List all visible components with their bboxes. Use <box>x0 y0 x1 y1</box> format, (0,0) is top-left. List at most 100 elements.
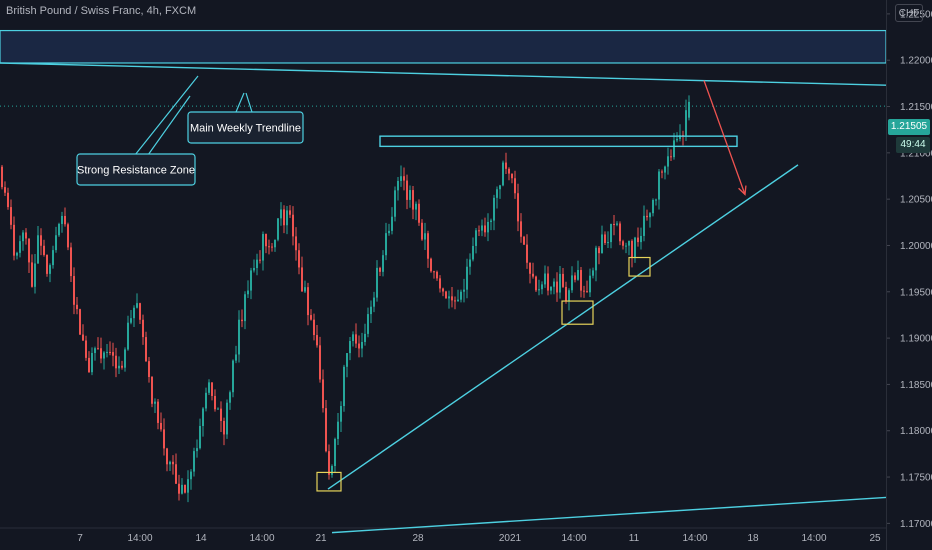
candle-body <box>685 110 687 136</box>
candle-body <box>466 266 468 290</box>
candle-body <box>247 290 249 295</box>
candle-body <box>550 286 552 291</box>
candle-body <box>508 168 510 174</box>
candle-body <box>199 426 201 449</box>
candle-body <box>157 401 159 423</box>
y-tick-label: 1.22500 <box>900 9 932 20</box>
candle-body <box>169 461 171 465</box>
candle-body <box>634 237 636 258</box>
resistance-zone-callout-label: Strong Resistance Zone <box>77 165 195 177</box>
candle-body <box>7 192 9 208</box>
candle-body <box>139 303 141 320</box>
candle-body <box>265 233 267 247</box>
candle-body <box>13 224 15 256</box>
candle-body <box>589 275 591 293</box>
candle-body <box>487 221 489 233</box>
candle-body <box>343 366 345 407</box>
candle-body <box>10 207 12 225</box>
candle-body <box>22 232 24 242</box>
candle-body <box>61 215 63 224</box>
candle-body <box>430 258 432 272</box>
candle-body <box>658 171 660 200</box>
candle-body <box>91 352 93 373</box>
candle-body <box>25 232 27 239</box>
x-tick-label: 21 <box>315 533 327 544</box>
candle-body <box>187 479 189 493</box>
candle-body <box>286 210 288 226</box>
candle-body <box>106 351 108 353</box>
candle-body <box>427 233 429 259</box>
candle-body <box>301 267 303 292</box>
candle-body <box>70 247 72 277</box>
candle-body <box>124 349 126 368</box>
candle-body <box>574 275 576 280</box>
weekly-trendline-callout-label: Main Weekly Trendline <box>190 123 301 135</box>
candle-body <box>595 247 597 271</box>
candle-body <box>598 247 600 254</box>
candle-body <box>517 193 519 222</box>
currency-button[interactable]: CHF <box>895 4 923 22</box>
candle-body <box>523 236 525 245</box>
candle-body <box>529 262 531 274</box>
candle-body <box>223 420 225 435</box>
candle-body <box>415 203 417 210</box>
candle-body <box>322 379 324 409</box>
candle-body <box>151 376 153 404</box>
candle-body <box>28 238 30 263</box>
candle-body <box>55 235 57 251</box>
resistance-callout-pointer <box>147 95 191 156</box>
x-tick-label: 14:00 <box>801 533 826 544</box>
candle-body <box>547 273 549 291</box>
swing-low-highlight-box <box>628 256 651 277</box>
candle-body <box>349 341 351 354</box>
candle-body <box>253 268 255 271</box>
candle-body <box>304 287 306 292</box>
candle-body <box>175 464 177 484</box>
candle-body <box>688 101 690 118</box>
candle-body <box>274 239 276 248</box>
candle-body <box>583 290 585 292</box>
resistance-zone-callout-box <box>76 153 196 186</box>
candle-body <box>481 225 483 231</box>
candle-body <box>58 223 60 236</box>
x-tick-label: 11 <box>629 533 640 544</box>
candle-body <box>478 230 480 232</box>
candle-body <box>532 273 534 277</box>
candle-body <box>325 408 327 452</box>
symbol-title[interactable]: British Pound / Swiss Franc, 4h, FXCM <box>6 5 197 17</box>
candle-body <box>409 190 411 200</box>
x-tick-label: 2021 <box>499 533 522 544</box>
x-tick-label: 14:00 <box>127 533 152 544</box>
candle-body <box>154 401 156 404</box>
candle-body <box>142 319 144 338</box>
candle-body <box>19 241 21 253</box>
candle-body <box>592 270 594 276</box>
candle-body <box>565 286 567 301</box>
candle-body <box>379 267 381 272</box>
candle-body <box>49 265 51 274</box>
candle-body <box>676 138 678 141</box>
candle-body <box>463 289 465 292</box>
candle-body <box>403 176 405 181</box>
candle-body <box>313 319 315 336</box>
candle-body <box>475 230 477 246</box>
candle-body <box>355 334 357 344</box>
candle-body <box>136 303 138 308</box>
x-tick-label: 28 <box>412 533 424 544</box>
candle-body <box>544 273 546 285</box>
x-tick-label: 14:00 <box>561 533 586 544</box>
candle-body <box>571 275 573 291</box>
candle-body <box>256 259 258 269</box>
candle-body <box>559 273 561 293</box>
candle-body <box>79 309 81 335</box>
candle-body <box>520 221 522 237</box>
candle-body <box>454 300 456 302</box>
y-tick-label: 1.17500 <box>900 473 932 484</box>
candle-body <box>370 306 372 315</box>
candle-body <box>34 263 36 287</box>
x-tick-label: 25 <box>869 533 881 544</box>
candle-body <box>367 314 369 334</box>
candle-body <box>238 319 240 355</box>
candle-body <box>220 408 222 421</box>
